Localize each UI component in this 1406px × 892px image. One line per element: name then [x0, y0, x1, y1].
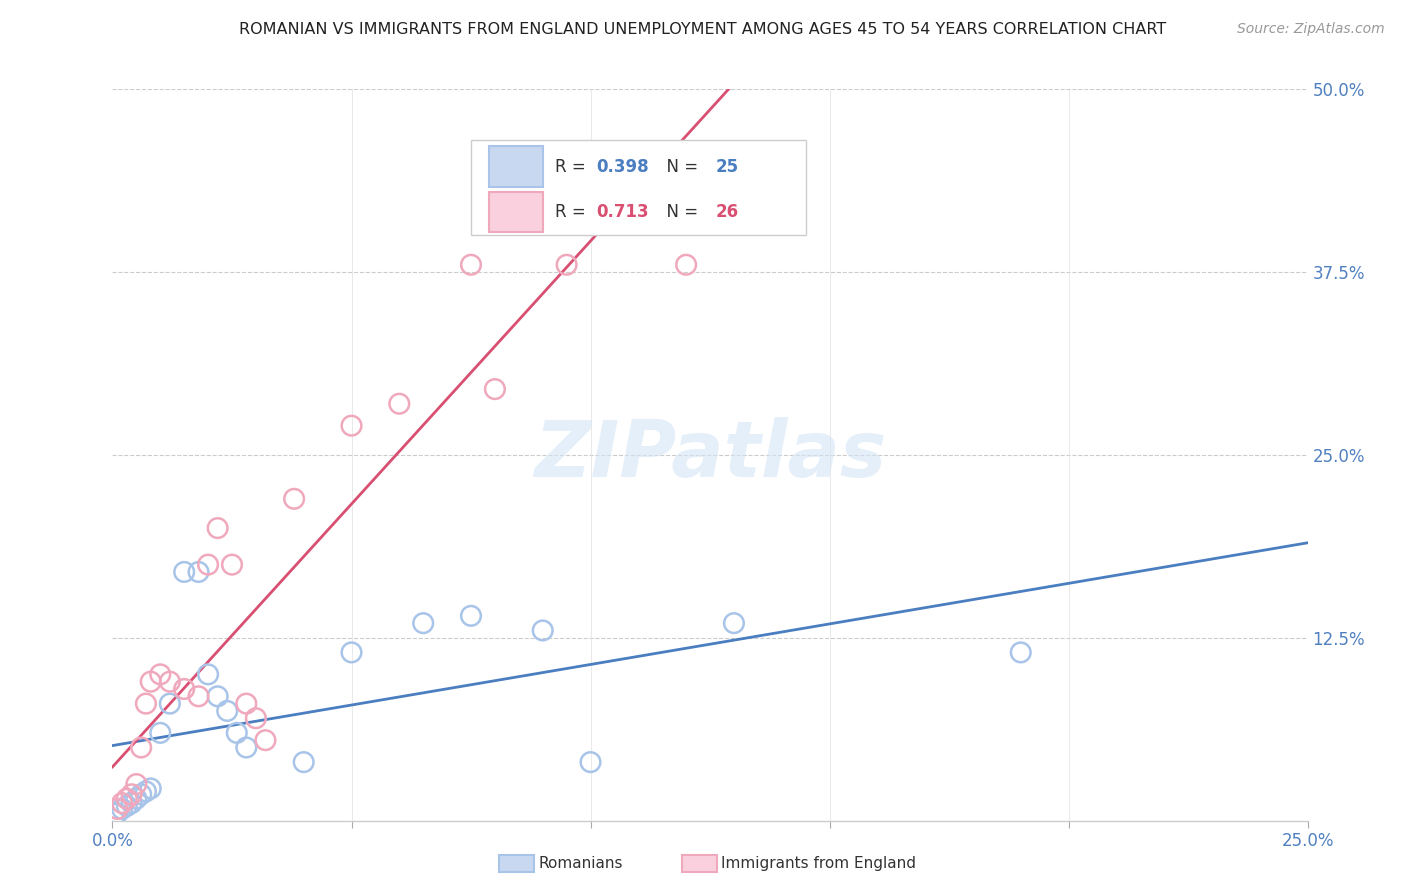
Point [111, 796, 134, 810]
Point [105, 806, 128, 821]
Point [207, 690, 229, 704]
Text: 25: 25 [716, 158, 740, 176]
Point [292, 755, 315, 769]
Point [235, 740, 257, 755]
Point [412, 616, 434, 631]
Point [207, 521, 229, 535]
Point [187, 690, 209, 704]
Text: Immigrants from England: Immigrants from England [721, 856, 917, 871]
Point [197, 667, 219, 681]
Point [173, 681, 195, 696]
Point [579, 185, 602, 199]
Point [388, 397, 411, 411]
Point [225, 726, 247, 740]
FancyBboxPatch shape [489, 146, 543, 186]
Point [139, 674, 162, 689]
Text: R =: R = [554, 202, 591, 220]
Point [139, 781, 162, 796]
Point [121, 796, 143, 810]
Point [217, 704, 239, 718]
Point [121, 787, 143, 801]
Point [235, 697, 257, 711]
Point [129, 787, 152, 801]
Point [187, 565, 209, 579]
Text: 26: 26 [716, 202, 740, 220]
Point [221, 558, 243, 572]
Point [254, 733, 277, 747]
Point [340, 645, 363, 659]
Point [115, 791, 138, 805]
Text: Romanians: Romanians [538, 856, 623, 871]
Text: Source: ZipAtlas.com: Source: ZipAtlas.com [1237, 22, 1385, 37]
Point [197, 558, 219, 572]
Text: N =: N = [657, 202, 703, 220]
Point [111, 802, 134, 816]
Point [115, 799, 138, 814]
Point [125, 791, 148, 805]
Point [340, 418, 363, 433]
Text: R =: R = [554, 158, 591, 176]
Point [1010, 645, 1032, 659]
Text: ZIPatlas: ZIPatlas [534, 417, 886, 493]
Point [135, 784, 157, 798]
Point [173, 565, 195, 579]
Point [723, 616, 745, 631]
Point [283, 491, 305, 506]
Point [579, 755, 602, 769]
Point [460, 258, 482, 272]
Point [135, 697, 157, 711]
Text: ROMANIAN VS IMMIGRANTS FROM ENGLAND UNEMPLOYMENT AMONG AGES 45 TO 54 YEARS CORRE: ROMANIAN VS IMMIGRANTS FROM ENGLAND UNEM… [239, 22, 1167, 37]
FancyBboxPatch shape [489, 192, 543, 232]
Point [245, 711, 267, 725]
Point [105, 802, 128, 816]
Point [484, 382, 506, 396]
Point [159, 697, 181, 711]
Point [555, 258, 578, 272]
Text: N =: N = [657, 158, 703, 176]
Text: 0.398: 0.398 [596, 158, 650, 176]
Point [129, 740, 152, 755]
FancyBboxPatch shape [471, 140, 806, 235]
Point [675, 258, 697, 272]
Point [149, 667, 172, 681]
Point [460, 608, 482, 623]
Point [159, 674, 181, 689]
Point [149, 726, 172, 740]
Point [125, 777, 148, 791]
Point [531, 624, 554, 638]
Text: 0.713: 0.713 [596, 202, 650, 220]
